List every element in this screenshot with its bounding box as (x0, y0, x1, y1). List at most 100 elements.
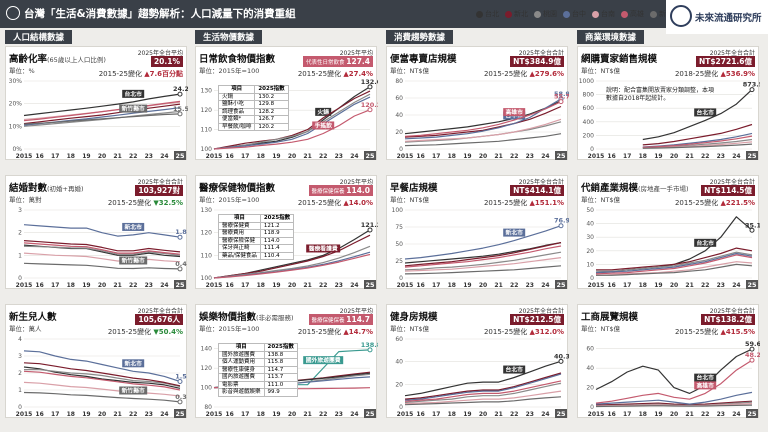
x-tick-label: 20 (288, 411, 296, 418)
panel-p1: 日常飲食物價指數 單位：2015年=100 2025年平均 代表性日常飲食 127.4… (195, 46, 378, 160)
panel-value-label: 2025年全台合計 (518, 50, 564, 57)
panel-title: 早餐店規模 (390, 180, 438, 194)
y-tick-label: 120 (201, 365, 213, 372)
x-tick-label: 17 (623, 411, 631, 418)
x-tick-label: 17 (623, 282, 631, 289)
x-tick-label: 22 (319, 282, 327, 289)
chart-p7: 0 10 20 30 40 50 2015 16 17 18 19 20 21 22 23 24 25 35.1 台… (586, 207, 760, 289)
panel-value: 114.7 (346, 315, 370, 324)
panel-title-text: 便當專賣店規模 (390, 54, 457, 65)
x-tick-label: 23 (335, 282, 343, 289)
end-value-label: 138.8 (361, 341, 378, 349)
series-line-新竹縣市 (23, 262, 181, 270)
x-tick-label: 16 (225, 153, 233, 160)
series-line-台中 (23, 240, 181, 253)
series-tag-bg (503, 228, 526, 237)
chart-p0: 0% 10% 20% 30% 2015 16 17 18 19 20 21 22 23 24 25 24.2 台… (9, 78, 188, 160)
series-line-高雄 (23, 100, 181, 122)
end-point (177, 399, 183, 405)
x-tick-label: 17 (241, 411, 249, 418)
table-row: 國內旅遊團費 113.7 (218, 373, 298, 382)
y-tick-label: 50 (395, 241, 403, 248)
series-line-台中 (595, 252, 753, 274)
x-tick-label: 21 (494, 153, 502, 160)
x-tick-label: 16 (35, 282, 43, 289)
x-tick-label: 21 (685, 411, 693, 418)
x-tick-label: 16 (225, 282, 233, 289)
y-tick-label: 20% (9, 101, 23, 108)
panel-value-badge: NT$114.5億 (701, 185, 755, 196)
chart-p1: 100 110 120 130 2015 16 17 18 19 20 21 22 23 24 25 132.… (201, 78, 378, 160)
panel-value-badge: 醫療保健保養 114.0 (308, 185, 373, 196)
top-bar: 台灣「生活&消費數據」趨勢解析：人口減量下的消費重組 (0, 0, 768, 28)
series-line-台北 (404, 100, 562, 135)
panel-change-label: 2015-25變化 (483, 199, 530, 207)
panel-title-text: 工商展覽規模 (581, 312, 639, 323)
panel-value-label: 2025年全台合計 (137, 308, 183, 315)
page-title: 台灣「生活&消費數據」趨勢解析：人口減量下的消費重組 (24, 8, 296, 20)
y-tick-label: 100 (392, 207, 404, 214)
x-tick-highlight (746, 151, 758, 160)
x-tick-label: 19 (82, 153, 90, 160)
x-tick-label: 20 (479, 282, 487, 289)
x-tick-label: 16 (416, 282, 424, 289)
table-cell: 醫療保健費 (218, 221, 261, 230)
panel-title-text: 代銷產業規模 (581, 183, 639, 194)
table-row: 早餐飲/咖啡 120.2 (217, 122, 289, 131)
panel-change-value: ▲14.7% (343, 328, 373, 336)
end-point (749, 87, 755, 93)
legend-swatch (476, 10, 483, 18)
panel-p2: 便當專賣店規模 單位：NT$億 2025年全台合計 NT$384.9億 2015-25變… (386, 46, 569, 160)
legend-swatch (563, 10, 570, 18)
panel-note: 說明：配合富集開放賣家分類調整，本項 數據自2018年起統計。 (606, 87, 714, 103)
panel-change-value: ▼32.5% (153, 199, 183, 207)
y-tick-label: 1 (18, 387, 22, 394)
table-row: 個人運動費用 115.8 (218, 358, 298, 367)
series-line-藥品/保健食品 (213, 253, 371, 279)
panel-value: 103,927對 (138, 186, 180, 195)
end-value-label: 76.9 (554, 217, 569, 225)
panel-p11: 工商展覽規模 單位：NT$億 2025年全台合計 NT$138.2億 2015-25變化… (577, 304, 760, 418)
panel-title: 高齡化率(65歲以上人口比例) (9, 51, 106, 65)
panel-value-badge: NT$138.2億 (701, 314, 755, 325)
end-point (177, 266, 183, 272)
end-point (367, 107, 373, 113)
x-tick-label: 21 (685, 282, 693, 289)
x-tick-label: 24 (732, 282, 740, 289)
panel-change-label: 2015-25變化 (483, 70, 530, 78)
end-value-label: 35.1 (745, 221, 760, 229)
legend-swatch (534, 10, 541, 18)
panel-title: 結婚對數(初婚+再婚) (9, 180, 84, 194)
category-business: 商業環境數據 (577, 30, 645, 44)
panel-change: 2015-25變化 ▲279.6% (484, 69, 564, 79)
y-tick-label: 0 (399, 275, 403, 282)
x-tick-label: 2015 (206, 153, 223, 160)
y-tick-label: 20 (395, 129, 403, 136)
panel-title-text: 結婚對數 (9, 183, 48, 194)
legend-item-4: 台南 (592, 9, 615, 19)
table-row: 藥品/保健食品 110.4 (218, 251, 295, 260)
panel-value-label: 2025年平均 (339, 179, 373, 186)
chart-p5: 100 110 120 130 2015 16 17 18 19 20 21 22 23 24 25 121.… (201, 207, 378, 289)
y-tick-label: 0 (590, 404, 594, 411)
panel-title: 網購賣家銷售規模 (581, 51, 657, 65)
series-line-高雄 (595, 254, 753, 275)
x-tick-label: 17 (432, 282, 440, 289)
table-row: 鹽酥小吃 129.8 (217, 100, 289, 109)
table-cell: 111.4 (259, 244, 295, 253)
table-row: 國外旅遊團費 138.8 (218, 350, 298, 359)
table-row: 醫療保健費 121.2 (218, 221, 295, 230)
panel-value-label: 2025年全台合計 (709, 50, 755, 57)
x-tick-highlight (746, 409, 758, 418)
series-tag-bg (694, 373, 717, 382)
series-tag-label: 新北市 (124, 223, 142, 231)
panel-change-value: ▲415.5% (720, 328, 755, 336)
y-tick-label: 60 (395, 95, 403, 102)
series-tag-bg (503, 365, 526, 374)
x-tick-label: 20 (98, 282, 106, 289)
x-tick-label: 18 (639, 411, 647, 418)
x-tick-label: 17 (51, 153, 59, 160)
x-tick-label: 18 (257, 282, 265, 289)
x-tick-label: 19 (463, 282, 471, 289)
